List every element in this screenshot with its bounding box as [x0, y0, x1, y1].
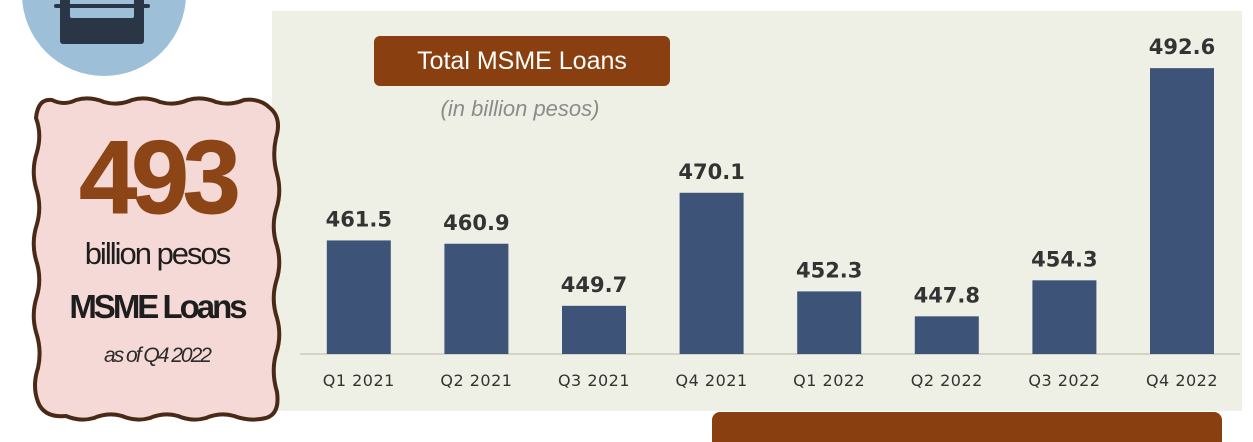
- chart-title: Total MSME Loans: [374, 36, 670, 86]
- x-tick-label: Q4 2022: [1146, 371, 1218, 390]
- bar-value-label: 460.9: [443, 211, 509, 235]
- bar-chart: 461.5 Q1 2021 460.9 Q2 2021 449.7 Q3 2021 470.…: [300, 35, 1240, 390]
- bar-value-label: 449.7: [561, 273, 627, 297]
- x-tick-label: Q3 2022: [1028, 371, 1100, 390]
- bar-value-label: 470.1: [678, 160, 744, 184]
- x-tick-label: Q4 2021: [676, 371, 748, 390]
- bar: [1032, 280, 1097, 354]
- stat-unit: billion pesos: [84, 236, 232, 271]
- bar-value-label: 454.3: [1031, 247, 1097, 271]
- chart-subtitle: (in billion pesos): [440, 96, 600, 121]
- stat-label: MSME Loans: [69, 288, 247, 325]
- bar-value-label: 492.6: [1149, 35, 1215, 59]
- bar-value-label: 461.5: [326, 207, 392, 231]
- bar: [326, 240, 391, 354]
- bar: [444, 243, 509, 354]
- bar: [679, 192, 744, 354]
- bar: [562, 305, 626, 354]
- x-tick-label: Q1 2022: [793, 371, 865, 390]
- x-tick-label: Q1 2021: [323, 371, 395, 390]
- x-tick-label: Q2 2022: [911, 371, 983, 390]
- bar: [797, 291, 862, 354]
- bar-value-label: 447.8: [914, 283, 980, 307]
- x-tick-label: Q2 2021: [440, 371, 512, 390]
- bottom-banner-tab: [712, 412, 1222, 442]
- stat-date: as of Q4 2022: [104, 344, 212, 367]
- stat-card: 493 billion pesos MSME Loans as of Q4 20…: [30, 96, 284, 426]
- stat-value: 493: [79, 120, 242, 236]
- bar: [1150, 68, 1214, 355]
- x-tick-label: Q3 2021: [558, 371, 630, 390]
- bar-value-label: 452.3: [796, 258, 862, 282]
- bar: [914, 316, 979, 354]
